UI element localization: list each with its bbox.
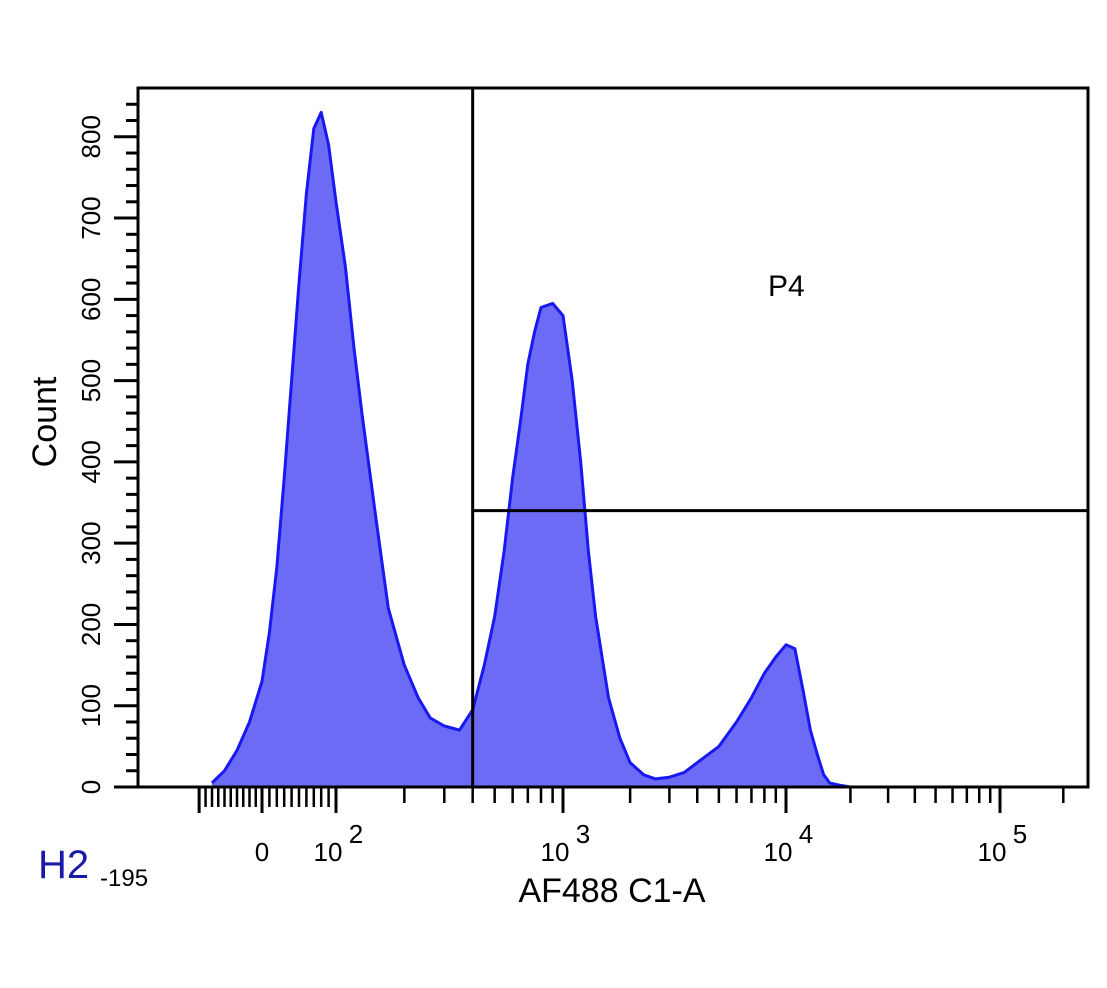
y-tick-label: 0 [76,780,106,794]
y-tick-label: 600 [76,278,106,321]
x-tick-exponent: 2 [349,819,363,849]
y-tick-label: 800 [76,115,106,158]
x-tick-exponent: 3 [576,819,590,849]
histogram-series [210,110,851,789]
x-tick-label: 10 [541,837,570,867]
histogram-fill [212,112,851,787]
x-tick-exponent: 5 [1013,819,1027,849]
y-tick-label: 300 [76,521,106,564]
plot-frame [136,86,1090,789]
histogram-outline [210,110,851,789]
y-axis-title: Count [26,376,64,467]
gate-p4 [471,88,1088,787]
y-axis: 0 100 200 300 400 500 600 700 800 [76,102,138,794]
y-tick-label: 500 [76,359,106,402]
x-tick-label: 0 [255,837,269,867]
panel-label: H2 [38,843,89,887]
x-tick-label: 10 [764,837,793,867]
y-tick-label: 700 [76,196,106,239]
gate-label-p4: P4 [768,270,805,303]
x-tick-label: 10 [314,837,343,867]
panel-sublabel: -195 [100,865,148,892]
x-tick-label: 10 [978,837,1007,867]
y-tick-label: 400 [76,440,106,483]
y-tick-label: 200 [76,603,106,646]
x-axis-title: AF488 C1-A [518,872,705,910]
y-tick-label: 100 [76,684,106,727]
x-tick-exponent: 4 [799,819,813,849]
